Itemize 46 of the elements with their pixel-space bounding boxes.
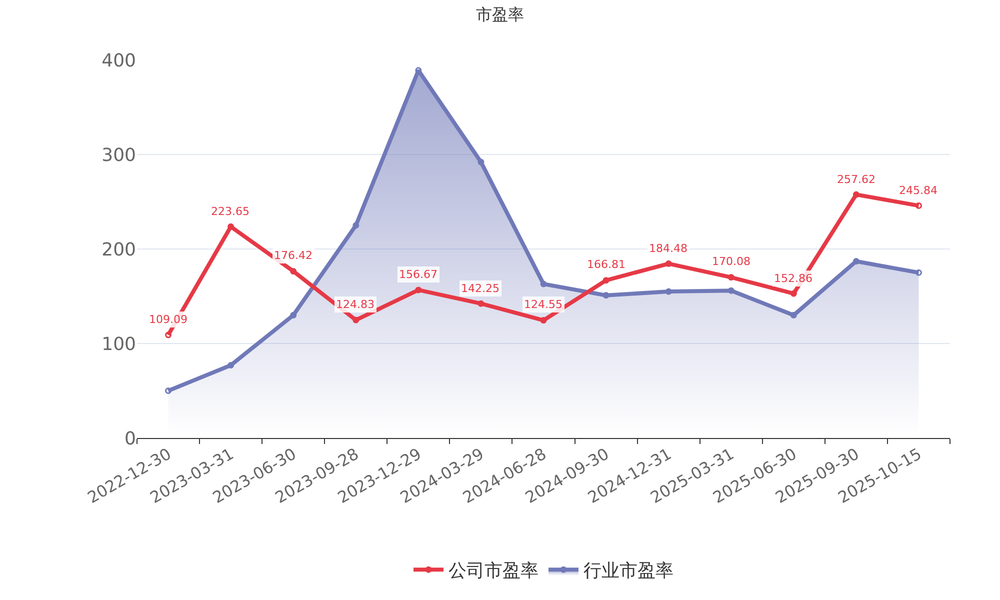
data-label: 124.55 [524, 298, 562, 311]
point [228, 362, 234, 368]
point [915, 202, 922, 209]
point [165, 388, 172, 394]
legend-label: 公司市盈率 [448, 560, 538, 582]
data-label: 166.81 [587, 258, 626, 271]
chart-title: 市盈率 [476, 5, 524, 24]
data-label: 223.65 [211, 205, 250, 218]
point [478, 158, 484, 166]
data-label: 176.42 [274, 249, 312, 262]
point [728, 287, 734, 294]
legend-label: 行业市盈率 [584, 560, 674, 582]
point [165, 332, 172, 338]
point [790, 312, 797, 318]
data-label: 142.25 [461, 282, 500, 295]
point [290, 268, 297, 275]
point [790, 290, 797, 297]
y-tick-label: 0 [124, 428, 136, 450]
point [228, 223, 234, 230]
point [602, 292, 610, 299]
data-label: 152.86 [774, 272, 812, 285]
point [915, 269, 922, 276]
y-tick-label: 100 [102, 334, 136, 355]
point [478, 300, 484, 307]
point [852, 258, 860, 265]
data-label: 124.83 [336, 298, 374, 311]
point [852, 191, 860, 198]
point [352, 222, 360, 229]
data-label: 156.67 [399, 268, 438, 281]
y-tick-label: 400 [102, 50, 136, 72]
point [728, 274, 734, 281]
y-tick-label: 300 [102, 144, 136, 166]
point [352, 316, 360, 324]
point [540, 280, 547, 288]
point [665, 288, 672, 295]
point [665, 260, 672, 267]
point [415, 286, 422, 294]
point [290, 312, 297, 318]
data-label: 257.62 [837, 173, 876, 186]
point [602, 277, 610, 284]
point [540, 317, 547, 324]
data-label: 184.48 [649, 242, 688, 255]
data-label: 109.09 [149, 313, 188, 326]
data-label: 245.84 [899, 184, 938, 197]
data-label: 170.08 [712, 255, 750, 268]
y-tick-label: 200 [102, 239, 136, 260]
